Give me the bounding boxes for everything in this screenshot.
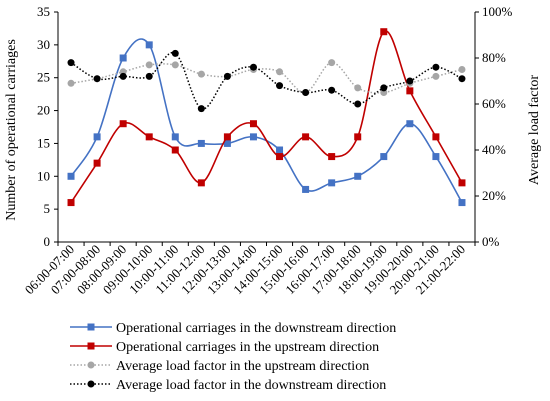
data-point	[171, 61, 179, 69]
data-point	[276, 68, 284, 76]
data-point	[354, 100, 362, 108]
data-point	[432, 153, 440, 161]
data-point	[197, 105, 205, 113]
data-point	[432, 72, 440, 80]
data-point	[302, 89, 310, 96]
series-3	[67, 59, 466, 96]
left-tick-label: 35	[37, 4, 50, 19]
right-tick-label: 100%	[482, 4, 513, 19]
data-point	[223, 133, 231, 141]
right-tick-label: 40%	[482, 142, 506, 157]
data-point	[328, 179, 336, 187]
data-point	[432, 133, 440, 141]
data-point	[145, 61, 153, 69]
data-point	[197, 179, 205, 187]
data-point	[119, 54, 127, 62]
data-point	[93, 133, 101, 141]
data-point	[406, 87, 414, 95]
series-line	[70, 30, 463, 204]
data-point	[302, 133, 310, 141]
left-tick-label: 25	[37, 70, 50, 85]
series-layer	[67, 28, 466, 207]
left-tick-label: 5	[44, 201, 51, 216]
data-point	[458, 75, 466, 83]
legend-item: Average load factor in the downstream di…	[70, 378, 386, 393]
data-point	[223, 139, 231, 147]
data-point	[145, 72, 153, 80]
data-point	[171, 146, 179, 154]
data-point	[67, 79, 75, 87]
data-point	[380, 84, 388, 92]
legend-label: Operational carriages in the downstream …	[116, 321, 396, 336]
left-tick-label: 10	[37, 168, 50, 183]
data-point	[354, 133, 362, 141]
series-line	[70, 51, 463, 110]
data-point	[458, 199, 466, 207]
legend-swatch-marker	[87, 380, 95, 388]
left-tick-label: 30	[37, 37, 50, 52]
data-point	[302, 185, 310, 193]
left-tick-label: 20	[37, 103, 50, 118]
series-line	[70, 38, 463, 203]
data-point	[328, 153, 336, 161]
x-axis-ticks: 06:00-07:0007:00-08:0008:00-09:0009:00-1…	[22, 242, 476, 297]
series-line	[70, 61, 463, 94]
data-point	[276, 82, 284, 90]
legend: Operational carriages in the downstream …	[70, 321, 396, 393]
data-point	[354, 84, 362, 92]
data-point	[119, 120, 127, 128]
data-point	[458, 179, 466, 187]
legend-label: Average load factor in the downstream di…	[116, 378, 386, 393]
data-point	[328, 86, 336, 94]
data-point	[67, 59, 75, 67]
right-axis-title: Average load factor	[527, 75, 542, 185]
data-point	[93, 159, 101, 167]
left-axis-title: Number of operational carriages	[4, 39, 19, 221]
data-point	[458, 66, 466, 73]
data-point	[197, 139, 205, 147]
legend-label: Average load factor in the upstream dire…	[116, 359, 369, 374]
data-point	[119, 72, 127, 80]
legend-item: Operational carriages in the upstream di…	[70, 340, 379, 355]
data-point	[432, 63, 440, 71]
legend-item: Average load factor in the upstream dire…	[70, 359, 369, 374]
data-point	[249, 133, 257, 141]
right-tick-label: 0%	[482, 234, 500, 249]
series-1	[67, 38, 466, 207]
data-point	[380, 153, 388, 161]
legend-label: Operational carriages in the upstream di…	[116, 340, 379, 355]
right-tick-label: 20%	[482, 188, 506, 203]
right-tick-label: 80%	[482, 50, 506, 65]
data-point	[406, 120, 414, 128]
data-point	[249, 120, 257, 128]
data-point	[171, 49, 179, 57]
data-point	[67, 199, 75, 207]
left-tick-label: 15	[37, 135, 50, 150]
data-point	[276, 153, 284, 161]
data-point	[93, 75, 101, 83]
data-point	[171, 133, 179, 141]
data-point	[354, 172, 362, 180]
data-point	[276, 146, 284, 154]
data-point	[197, 70, 205, 78]
series-4	[67, 49, 466, 113]
left-axis-ticks: 0 5 10 15 20 25 30 35	[37, 4, 58, 249]
data-point	[380, 28, 388, 36]
data-point	[406, 77, 414, 85]
legend-item: Operational carriages in the downstream …	[70, 321, 396, 336]
right-tick-label: 60%	[482, 96, 506, 111]
data-point	[145, 41, 153, 49]
data-point	[249, 63, 257, 71]
data-point	[145, 133, 153, 141]
legend-swatch-marker	[87, 323, 95, 331]
legend-swatch-marker	[87, 361, 95, 369]
series-2	[67, 28, 466, 207]
data-point	[328, 59, 336, 67]
legend-swatch-marker	[87, 342, 95, 350]
left-tick-label: 0	[44, 234, 51, 249]
data-point	[67, 172, 75, 180]
data-point	[223, 72, 231, 80]
right-axis-ticks: 0% 20% 40% 60% 80% 100%	[475, 4, 513, 249]
